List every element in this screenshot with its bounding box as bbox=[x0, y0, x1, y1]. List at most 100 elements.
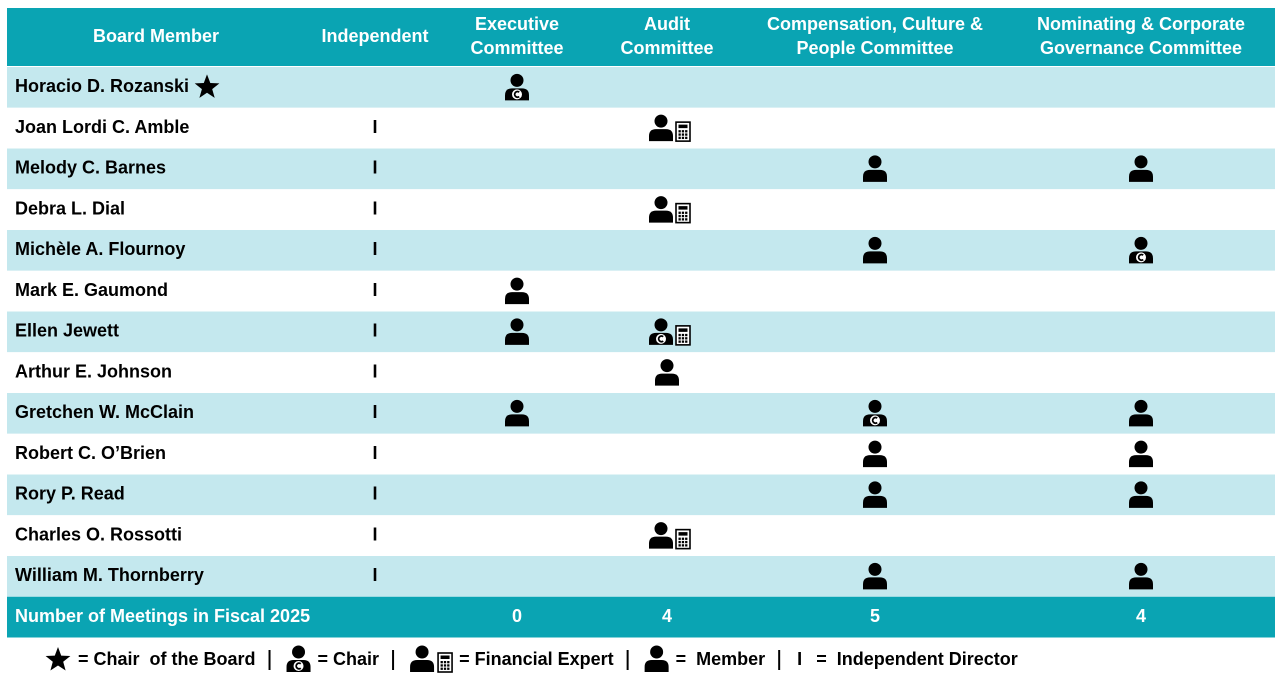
independent-mark: I bbox=[372, 198, 377, 218]
member-name: Gretchen W. McClain bbox=[15, 402, 194, 422]
chair-icon bbox=[1129, 236, 1153, 264]
member-icon bbox=[649, 114, 673, 142]
calc-key bbox=[681, 540, 685, 544]
icon-body bbox=[1129, 455, 1153, 468]
row-band bbox=[7, 515, 1275, 556]
calc-key bbox=[685, 337, 688, 340]
member-icon bbox=[655, 359, 679, 386]
icon-body bbox=[644, 660, 669, 672]
member-name: Robert C. O’Brien bbox=[15, 443, 166, 463]
member-icon bbox=[863, 481, 887, 508]
calc-key bbox=[443, 667, 447, 670]
legend-label: = Member bbox=[676, 649, 766, 669]
calc-key bbox=[443, 661, 447, 664]
member-icon bbox=[649, 196, 673, 223]
calc-key bbox=[681, 218, 685, 221]
row-band bbox=[7, 270, 1275, 312]
independent-mark: I bbox=[372, 484, 377, 504]
chair-icon bbox=[863, 399, 887, 427]
legend-label: = Chair of the Board bbox=[78, 649, 256, 669]
header-label: Compensation, Culture & bbox=[767, 14, 983, 34]
calc-key bbox=[678, 337, 681, 340]
icon-head bbox=[660, 359, 674, 373]
icon-head bbox=[868, 399, 882, 413]
icon-head bbox=[868, 562, 882, 576]
header-label: Nominating & Corporate bbox=[1037, 14, 1245, 34]
chair-letter bbox=[1137, 253, 1144, 262]
member-name: Mark E. Gaumond bbox=[15, 280, 168, 300]
calc-key bbox=[685, 130, 688, 133]
member-icon bbox=[863, 440, 887, 468]
header-band bbox=[7, 8, 1275, 66]
chair-letter bbox=[295, 662, 302, 670]
header-label: Governance Committee bbox=[1040, 38, 1242, 58]
chair-icon bbox=[649, 318, 673, 345]
member-icon bbox=[863, 562, 887, 590]
calc-key bbox=[678, 537, 681, 540]
icon-body bbox=[649, 129, 673, 142]
calc-key bbox=[685, 540, 688, 544]
header-label: Board Member bbox=[93, 26, 219, 46]
member-name: William M. Thornberry bbox=[15, 565, 204, 585]
chair-badge bbox=[512, 89, 522, 100]
icon-body bbox=[505, 414, 529, 427]
member-icon bbox=[644, 645, 669, 672]
chair-badge bbox=[656, 333, 666, 344]
icon-body bbox=[505, 292, 529, 305]
icon-head bbox=[654, 114, 668, 128]
row-band bbox=[7, 433, 1275, 475]
row-band bbox=[7, 67, 1275, 108]
meeting-count: 4 bbox=[1136, 606, 1146, 626]
member-icon bbox=[1129, 399, 1153, 427]
icon-head bbox=[510, 399, 524, 413]
calc-key bbox=[681, 537, 685, 540]
member-name: Debra L. Dial bbox=[15, 198, 125, 218]
calculator-icon bbox=[675, 325, 691, 346]
row-band bbox=[7, 107, 1275, 149]
icon-head bbox=[1134, 155, 1148, 169]
meeting-count: 4 bbox=[662, 606, 672, 626]
footer-label: Number of Meetings in Fiscal 2025 bbox=[15, 606, 310, 626]
header-label: People Committee bbox=[796, 38, 953, 58]
icon-body bbox=[863, 169, 887, 182]
icon-body bbox=[1129, 414, 1153, 427]
icon-body bbox=[410, 660, 435, 672]
member-icon bbox=[1129, 481, 1153, 508]
header-label: Independent bbox=[322, 26, 429, 46]
calc-key bbox=[685, 218, 688, 221]
chair-letter bbox=[657, 335, 664, 343]
icon-head bbox=[1134, 236, 1148, 250]
icon-body bbox=[863, 251, 887, 264]
calc-key bbox=[685, 136, 688, 140]
header-label: Committee bbox=[470, 38, 563, 58]
calc-key bbox=[685, 537, 688, 540]
row-band bbox=[7, 311, 1275, 353]
calc-key bbox=[681, 340, 685, 343]
icon-head bbox=[415, 645, 429, 659]
member-icon bbox=[1129, 155, 1153, 182]
calc-key bbox=[440, 667, 443, 670]
icon-body bbox=[649, 210, 673, 223]
calc-key bbox=[685, 214, 688, 218]
independent-mark: I bbox=[372, 321, 377, 341]
calc-key bbox=[443, 664, 447, 667]
independent-mark: I bbox=[372, 565, 377, 585]
calculator-icon bbox=[675, 528, 691, 550]
chair-badge bbox=[870, 415, 880, 426]
calc-key bbox=[678, 214, 681, 218]
calc-key bbox=[681, 136, 685, 140]
legend-label: = Chair bbox=[318, 649, 380, 669]
calc-key bbox=[678, 333, 681, 337]
icon-head bbox=[510, 277, 524, 291]
member-icon bbox=[649, 522, 673, 549]
meeting-count: 5 bbox=[870, 606, 880, 626]
calculator-icon bbox=[675, 121, 691, 142]
member-icon bbox=[505, 399, 529, 427]
calc-key bbox=[685, 340, 688, 343]
icon-head bbox=[1134, 562, 1148, 576]
icon-head bbox=[650, 645, 664, 659]
footer-band bbox=[7, 596, 1275, 638]
icon-body bbox=[1129, 577, 1153, 590]
calc-key bbox=[678, 544, 681, 547]
member-name: Ellen Jewett bbox=[15, 321, 119, 341]
